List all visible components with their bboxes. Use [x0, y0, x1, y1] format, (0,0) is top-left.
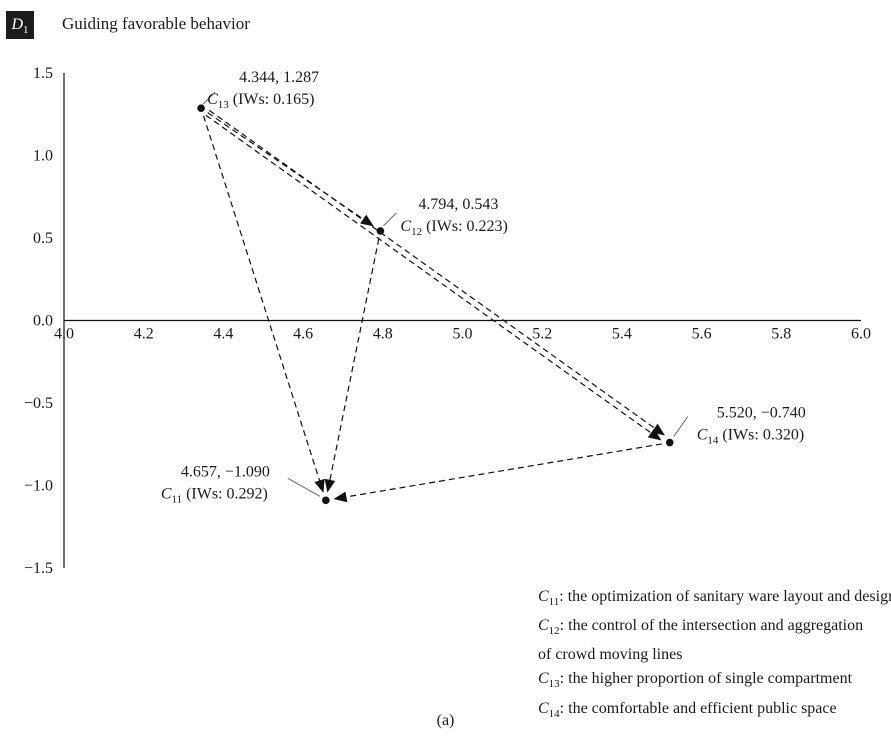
label-letter: C	[697, 427, 708, 444]
x-tick-label: 4.0	[54, 326, 74, 343]
legend-subscript: 11	[548, 596, 560, 609]
x-tick-label: 4.4	[213, 326, 233, 343]
label-letter: C	[207, 91, 218, 108]
legend-subscript: 12	[548, 625, 560, 638]
legend-item: C12: the control of the intersection and…	[538, 614, 891, 643]
y-tick-label: −1.0	[24, 478, 53, 495]
influence-arrow-c14-to-c11	[333, 443, 662, 503]
badge-letter: D	[11, 16, 24, 33]
leader-line-c14	[673, 416, 689, 437]
leader-line-c11	[287, 477, 321, 497]
label-subscript: 11	[171, 493, 182, 505]
x-tick-label: 4.8	[373, 326, 393, 343]
scatter-chart: 4.0 4.2 4.4 4.6 4.8 5.0 5.2 5.4 5.6 5.8 6.0 1.5 1.0 0…	[24, 65, 871, 577]
y-tick-label: 0.0	[33, 313, 53, 330]
legend-text: : the comfortable and efficient public s…	[559, 699, 837, 717]
label-letter: C	[161, 485, 172, 502]
label-letter: C	[400, 218, 411, 235]
y-tick-label: −0.5	[24, 395, 53, 412]
x-tick-label: 6.0	[851, 326, 871, 343]
legend-letter: C	[538, 617, 549, 635]
label-iw: (IWs: 0.165)	[229, 91, 315, 108]
leader-line-c13	[202, 91, 216, 105]
coord-label-c11: 4.657, −1.090	[181, 463, 270, 480]
legend-text: : the optimization of sanitary ware layo…	[559, 588, 891, 605]
influence-arrow-c13-to-c14	[205, 114, 662, 441]
coord-label-c14: 5.520, −0.740	[717, 405, 806, 422]
coord-label-c13: 4.344, 1.287	[239, 69, 319, 86]
legend-subscript: 13	[548, 678, 560, 691]
badge-subscript: 1	[23, 24, 29, 37]
legend-text: : the control of the intersection and ag…	[559, 617, 864, 635]
dimension-badge: D1	[6, 11, 34, 39]
label-subscript: 12	[411, 226, 422, 238]
point-c11	[322, 496, 330, 505]
label-subscript: 13	[218, 99, 230, 111]
influence-arrow-c13-to-c14	[208, 109, 666, 436]
x-tick-label: 5.0	[453, 326, 473, 343]
legend: C11: the optimization of sanitary ware l…	[538, 585, 891, 726]
chart-title: Guiding favorable behavior	[62, 14, 250, 33]
label-iw: (IWs: 0.223)	[422, 218, 508, 235]
y-tick-label: 1.5	[33, 65, 53, 82]
y-tick-label: −1.5	[24, 560, 53, 577]
influence-arrow-c12-to-c11	[324, 238, 380, 493]
point-c13	[197, 104, 205, 112]
point-c14	[665, 438, 674, 447]
leader-line-c12	[383, 212, 397, 227]
x-tick-label: 5.2	[532, 326, 552, 343]
name-label-c13: C13 (IWs: 0.165)	[207, 91, 314, 111]
y-tick-label: 1.0	[33, 148, 53, 165]
point-c12	[376, 227, 385, 235]
legend-letter: C	[538, 588, 549, 605]
legend-item: C14: the comfortable and efficient publi…	[538, 697, 891, 726]
influence-arrow-c13-to-c12	[207, 112, 374, 227]
figure-caption: (a)	[436, 712, 455, 729]
legend-item: C11: the optimization of sanitary ware l…	[538, 585, 891, 614]
legend-text: : the higher proportion of single compar…	[559, 670, 853, 688]
legend-text: of crowd moving lines	[538, 646, 683, 664]
name-label-c11: C11 (IWs: 0.292)	[161, 485, 268, 505]
legend-item: of crowd moving lines	[538, 643, 891, 667]
label-iw: (IWs: 0.292)	[182, 485, 268, 502]
legend-item: C13: the higher proportion of single com…	[538, 667, 891, 696]
influence-arrow-c13-to-c11	[202, 115, 325, 493]
legend-letter: C	[538, 699, 549, 717]
label-iw: (IWs: 0.320)	[718, 427, 804, 444]
x-tick-label: 5.6	[692, 326, 712, 343]
y-tick-label: 0.5	[33, 230, 53, 247]
legend-letter: C	[538, 670, 549, 688]
label-subscript: 14	[707, 435, 719, 447]
coord-label-c12: 4.794, 0.543	[418, 196, 498, 213]
x-tick-label: 4.2	[134, 326, 154, 343]
name-label-c14: C14 (IWs: 0.320)	[697, 427, 804, 447]
name-label-c12: C12 (IWs: 0.223)	[400, 218, 507, 238]
legend-subscript: 14	[548, 707, 560, 720]
x-tick-label: 4.6	[293, 326, 313, 343]
x-tick-label: 5.8	[771, 326, 791, 343]
x-tick-label: 5.4	[612, 326, 632, 343]
